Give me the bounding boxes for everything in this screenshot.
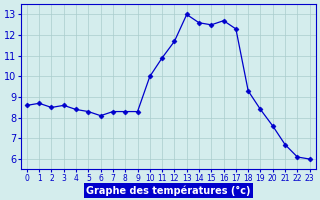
X-axis label: Graphe des températures (°c): Graphe des températures (°c) [86,185,251,196]
